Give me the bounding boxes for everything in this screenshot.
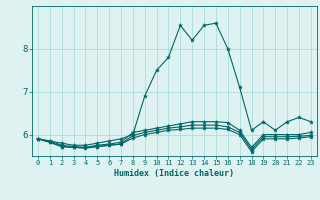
X-axis label: Humidex (Indice chaleur): Humidex (Indice chaleur) bbox=[115, 169, 234, 178]
